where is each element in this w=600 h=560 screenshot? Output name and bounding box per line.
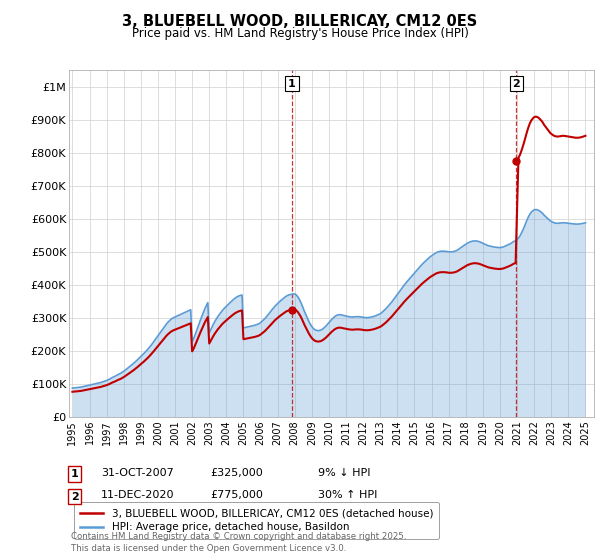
- Text: 1: 1: [288, 79, 296, 88]
- Text: Price paid vs. HM Land Registry's House Price Index (HPI): Price paid vs. HM Land Registry's House …: [131, 27, 469, 40]
- Text: 2: 2: [512, 79, 520, 88]
- Text: 9% ↓ HPI: 9% ↓ HPI: [318, 468, 371, 478]
- Text: 30% ↑ HPI: 30% ↑ HPI: [318, 491, 377, 501]
- Text: 11-DEC-2020: 11-DEC-2020: [101, 491, 175, 501]
- Text: 3, BLUEBELL WOOD, BILLERICAY, CM12 0ES: 3, BLUEBELL WOOD, BILLERICAY, CM12 0ES: [122, 14, 478, 29]
- Legend: 3, BLUEBELL WOOD, BILLERICAY, CM12 0ES (detached house), HPI: Average price, det: 3, BLUEBELL WOOD, BILLERICAY, CM12 0ES (…: [74, 502, 439, 539]
- Text: 31-OCT-2007: 31-OCT-2007: [101, 468, 173, 478]
- Text: Contains HM Land Registry data © Crown copyright and database right 2025.
This d: Contains HM Land Registry data © Crown c…: [71, 533, 406, 553]
- Text: £775,000: £775,000: [210, 491, 263, 501]
- Text: 1: 1: [71, 469, 79, 479]
- Text: 2: 2: [71, 492, 79, 502]
- Text: £325,000: £325,000: [210, 468, 263, 478]
